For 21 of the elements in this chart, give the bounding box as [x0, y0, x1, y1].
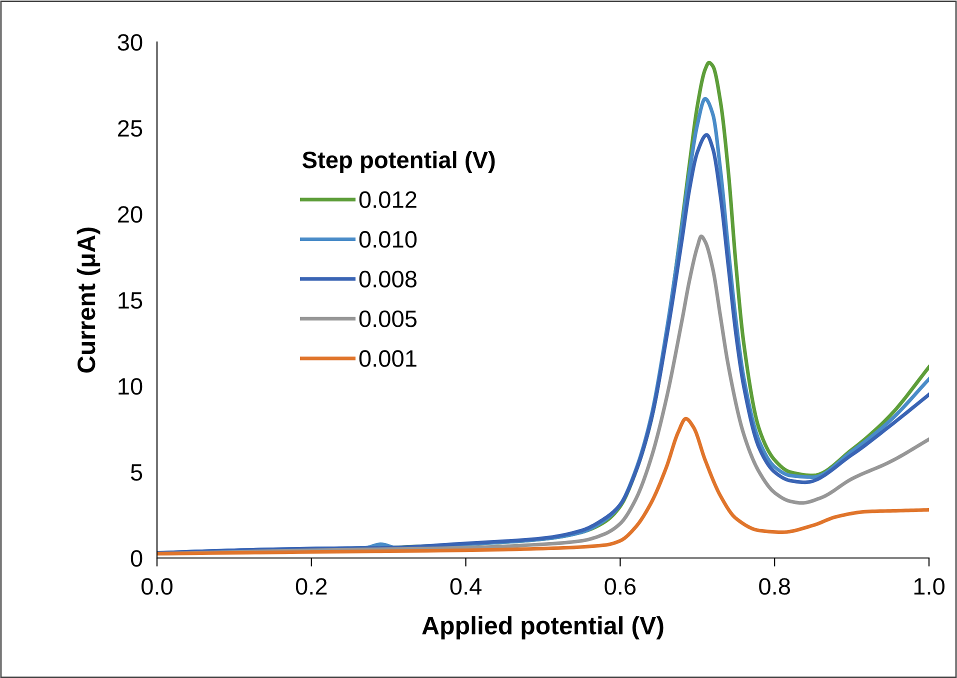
y-tick-label: 30	[118, 34, 142, 51]
x-tick-label: 0.2	[296, 578, 327, 595]
y-tick-label: 0	[130, 550, 142, 567]
legend-label: 0.012	[359, 191, 416, 208]
legend-label: 0.010	[359, 231, 417, 248]
y-axis-title: Current (μA)	[76, 228, 100, 373]
legend-title: Step potential (V)	[302, 150, 495, 173]
y-tick-label: 20	[118, 206, 142, 223]
legend-label: 0.001	[359, 350, 416, 367]
y-tick-label: 10	[118, 378, 142, 395]
legend-label: 0.008	[359, 270, 416, 288]
y-tick-label: 5	[130, 464, 142, 481]
legend-label: 0.005	[359, 310, 417, 328]
x-tick-label: 0.4	[450, 578, 482, 595]
y-tick-label: 25	[118, 120, 142, 137]
x-tick-label: 1.0	[914, 578, 944, 595]
x-tick-label: 0.8	[759, 578, 790, 595]
y-tick-label: 15	[118, 292, 142, 309]
x-axis-title: Applied potential (V)	[422, 616, 664, 640]
x-tick-label: 0.6	[604, 578, 636, 595]
x-tick-label: 0.0	[142, 578, 172, 595]
